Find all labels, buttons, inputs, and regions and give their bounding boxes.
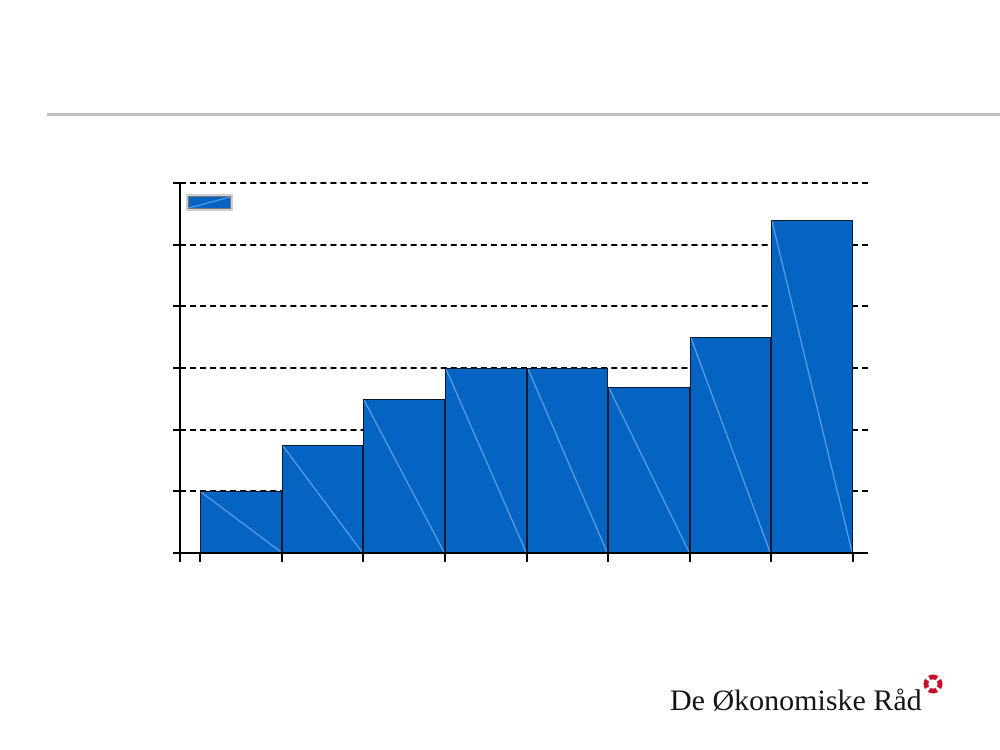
gridline — [180, 182, 868, 184]
y-axis-tick — [173, 305, 181, 308]
bar — [771, 220, 854, 553]
bar — [200, 491, 282, 553]
bar — [363, 398, 445, 553]
x-axis-tick — [280, 554, 283, 562]
y-axis-tick — [173, 367, 181, 369]
chart-legend — [188, 196, 231, 209]
x-axis-tick — [688, 554, 691, 562]
x-axis-tick — [852, 554, 855, 562]
x-axis — [173, 552, 868, 554]
x-axis-tick — [199, 554, 201, 562]
x-axis-tick — [525, 554, 528, 562]
dors-ring-icon — [923, 674, 943, 694]
bar-chart — [173, 182, 868, 562]
x-axis-tick — [770, 554, 773, 562]
bar — [281, 445, 364, 553]
bar — [526, 368, 609, 553]
x-axis-tick — [362, 554, 365, 562]
logo-text: De Økonomiske Råd — [670, 684, 922, 717]
y-axis — [179, 183, 181, 562]
header-divider-line — [47, 113, 1000, 116]
bar — [689, 337, 772, 553]
gridline — [180, 305, 868, 308]
y-axis-tick — [173, 428, 181, 431]
gridline — [180, 243, 868, 246]
bar — [608, 386, 690, 553]
bar — [444, 368, 527, 553]
y-axis-tick — [173, 243, 181, 246]
footer-logo: De Økonomiske Råd — [670, 673, 960, 733]
x-axis-tick — [443, 554, 446, 562]
y-axis-tick — [173, 490, 181, 493]
y-axis-tick — [173, 182, 181, 184]
x-axis-tick — [607, 554, 610, 562]
legend-swatch — [188, 196, 231, 209]
